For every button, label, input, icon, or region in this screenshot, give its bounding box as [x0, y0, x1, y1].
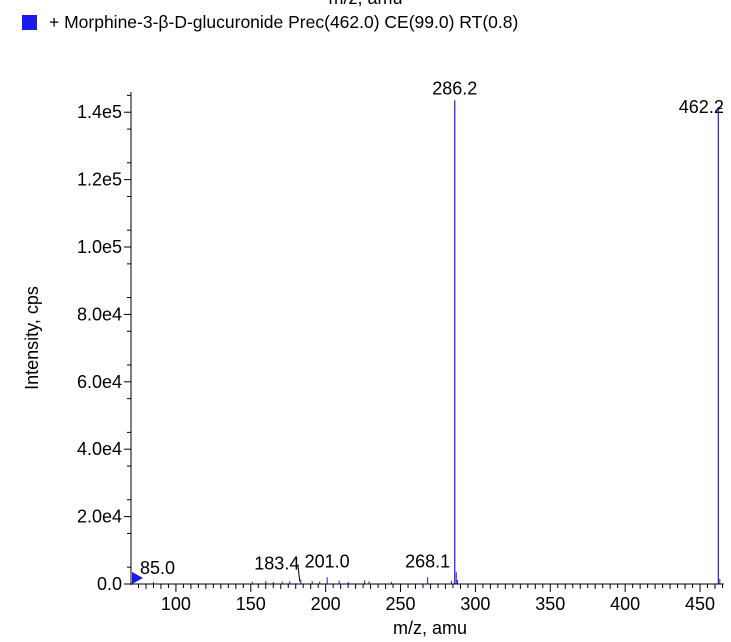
legend: + Morphine-3-β-D-glucuronide Prec(462.0)…: [22, 10, 518, 34]
x-tick-label: 400: [610, 594, 640, 614]
y-tick-label: 0.0: [97, 574, 122, 594]
x-tick-label: 250: [386, 594, 416, 614]
peak-label: 268.1: [405, 551, 450, 571]
x-tick-label: 300: [460, 594, 490, 614]
x-tick-label: 200: [311, 594, 341, 614]
x-tick-label: 350: [535, 594, 565, 614]
peak-label: 183.4: [254, 554, 299, 574]
peak-labels-layer: 85.0 183.4 201.0 268.1 286.2 462.2: [140, 78, 724, 582]
y-tick-label: 1.2e5: [77, 170, 122, 190]
peak-label: 201.0: [305, 551, 350, 571]
peak-label-leader: [717, 107, 723, 110]
y-tick-label: 6.0e4: [77, 372, 122, 392]
y-tick-label: 4.0e4: [77, 439, 122, 459]
axes-layer: 0.0 2.0e4 4.0e4 6.0e4 8.0e4 1.0e5 1.2e5 1.4e5 10…: [77, 92, 724, 614]
y-tick-label: 1.4e5: [77, 102, 122, 122]
peak-label: 462.2: [679, 97, 724, 117]
x-tick-label: 150: [236, 594, 266, 614]
clipped-axis-label-fragment: m/z, amu: [0, 0, 731, 8]
peak-label: 85.0: [140, 558, 175, 578]
legend-label: + Morphine-3-β-D-glucuronide Prec(462.0)…: [49, 11, 519, 32]
x-tick-label: 100: [161, 594, 191, 614]
peaks-layer: [152, 100, 721, 584]
legend-swatch: [22, 14, 37, 30]
x-axis-title: m/z, amu: [393, 618, 467, 638]
y-tick-label: 1.0e5: [77, 237, 122, 257]
peak-label-leader: [297, 564, 301, 582]
y-tick-label: 8.0e4: [77, 304, 122, 324]
y-axis-title: Intensity, cps: [22, 286, 42, 390]
peak-label: 286.2: [432, 78, 477, 98]
y-tick-label: 2.0e4: [77, 507, 122, 527]
x-tick-label: 450: [685, 594, 715, 614]
off-scale-marker-icon: [132, 572, 143, 584]
